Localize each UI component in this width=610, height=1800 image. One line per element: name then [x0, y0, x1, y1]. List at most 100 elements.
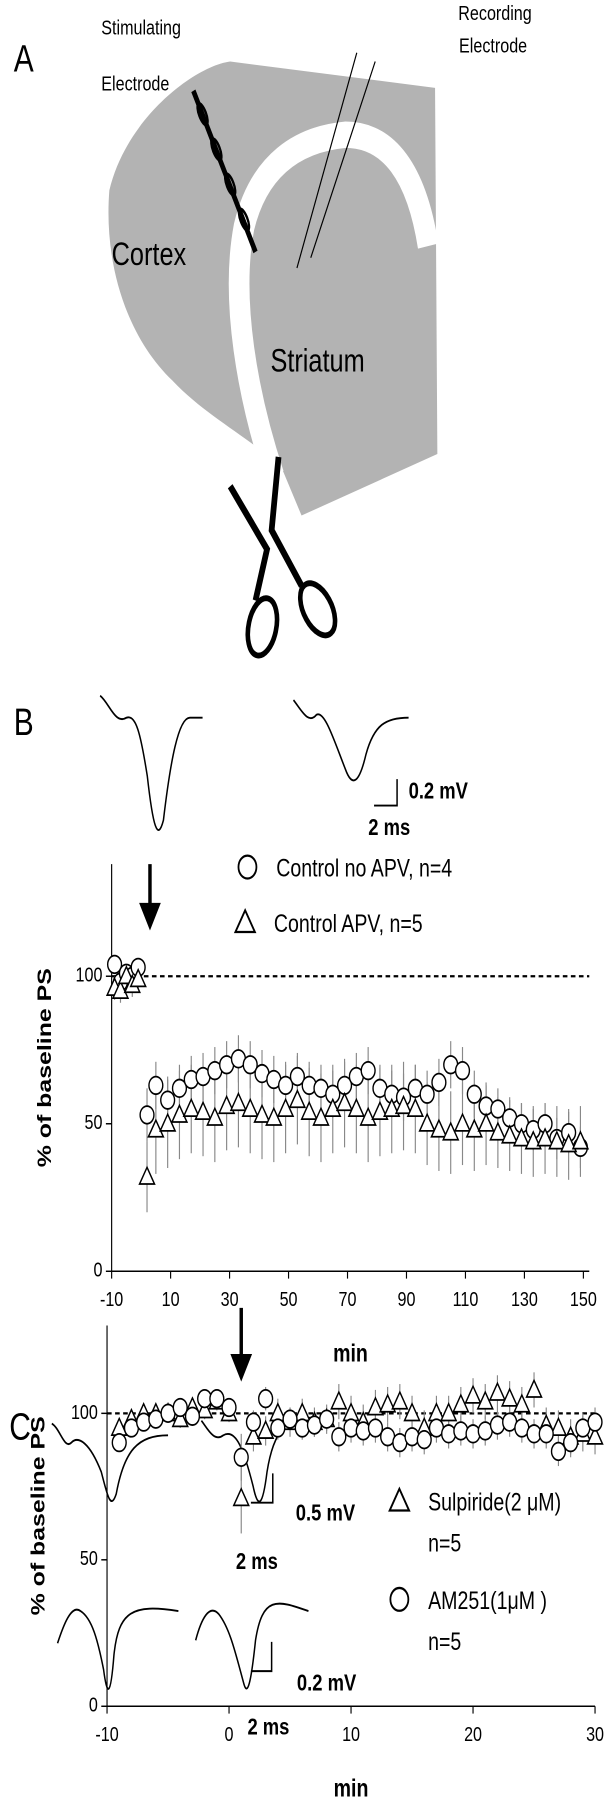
data-point [258, 1389, 274, 1409]
data-point [538, 1424, 554, 1444]
scale-bar-label: 2 ms [368, 815, 410, 841]
stimulating-label: Electrode [101, 71, 169, 94]
x-tick-label: -10 [100, 1287, 123, 1310]
data-point [241, 1097, 259, 1118]
x-tick-label: -10 [95, 1722, 118, 1745]
scissors [227, 456, 338, 659]
arrow [230, 1307, 253, 1382]
data-point [282, 1409, 298, 1429]
data-point [391, 1390, 409, 1410]
data-point [172, 1397, 188, 1418]
data-point [430, 1118, 448, 1138]
scale-bar [250, 1641, 273, 1673]
data-point [586, 1425, 604, 1445]
trace [51, 1422, 169, 1502]
y-tick-label: 100 [71, 1400, 98, 1423]
data-point [182, 1097, 200, 1118]
data-point [324, 1097, 342, 1118]
x-tick-label: 10 [342, 1722, 360, 1745]
data-point [294, 1418, 310, 1438]
data-point [335, 1091, 354, 1112]
data-point [184, 1406, 201, 1426]
stimulating-electrode [191, 89, 258, 254]
x-tick-label: 90 [398, 1287, 416, 1310]
data-point [454, 1060, 471, 1081]
data-point [330, 1390, 348, 1410]
data-point [466, 1084, 482, 1104]
striatum-label: Striatum [270, 344, 364, 380]
recording-label: Recording [458, 1, 531, 24]
data-point [106, 954, 123, 975]
data-point [548, 1130, 566, 1150]
data-point [453, 1112, 472, 1132]
data-point [383, 1097, 401, 1118]
data-point [536, 1127, 554, 1147]
data-point [355, 1421, 371, 1441]
data-point [147, 1118, 165, 1138]
data-point [587, 1412, 603, 1432]
data-point [245, 1412, 262, 1432]
data-point [194, 1100, 212, 1120]
data-point [244, 1425, 263, 1445]
legend-label: AM251(1μM ) [428, 1587, 547, 1615]
x-tick-label: 30 [586, 1722, 604, 1745]
data-point [406, 1097, 424, 1118]
stimulating-label: Stimulating [101, 16, 181, 39]
data-point [512, 1127, 531, 1147]
scale-bar-label: 0.2 mV [297, 1670, 356, 1696]
data-point [278, 1075, 294, 1096]
data-point [206, 1106, 224, 1126]
trace [99, 694, 203, 831]
data-point [453, 1421, 469, 1441]
y-axis-label: % of baseline PS [27, 1416, 49, 1615]
scale-bar-label: 0.5 mV [296, 1501, 355, 1527]
data-point [404, 1427, 420, 1447]
legend-label: Control no APV, n=4 [276, 854, 452, 882]
trace [194, 1602, 309, 1690]
x-axis-label: min [333, 1339, 368, 1367]
data-point [233, 1447, 249, 1467]
data-point [289, 1066, 305, 1087]
scale-bar-label: 0.2 mV [409, 779, 468, 805]
data-point [367, 1418, 384, 1438]
recording-electrode [296, 52, 376, 269]
data-point [160, 1090, 176, 1110]
x-tick-label: 110 [453, 1287, 479, 1310]
legend-note: n=5 [428, 1628, 461, 1656]
data-point [139, 1105, 155, 1125]
data-point [138, 1165, 156, 1185]
data-point [256, 1419, 275, 1439]
data-point [171, 1078, 188, 1099]
data-point [232, 1486, 250, 1507]
legend-marker [389, 1586, 410, 1612]
y-tick-label: 50 [85, 1110, 103, 1133]
scale-bar [374, 779, 398, 807]
data-point [111, 1432, 127, 1453]
y-axis-label: % of baseline PS [34, 968, 56, 1167]
x-tick-label: 130 [511, 1287, 538, 1310]
panel-label: C [9, 1406, 31, 1448]
data-point [525, 1378, 543, 1398]
data-point [563, 1432, 579, 1453]
data-point [550, 1441, 567, 1462]
y-tick-label: 50 [80, 1546, 98, 1569]
data-point [549, 1416, 568, 1437]
data-point [441, 1424, 457, 1444]
data-point [524, 1130, 542, 1150]
data-point [270, 1418, 286, 1438]
data-point [465, 1424, 481, 1444]
brain-slice [108, 61, 438, 516]
data-point [171, 1407, 189, 1428]
x-tick-label: 50 [280, 1287, 298, 1310]
data-point [360, 1060, 376, 1081]
trace [56, 1607, 179, 1690]
data-point [217, 1094, 236, 1115]
data-point [571, 1130, 590, 1150]
data-point [148, 1075, 164, 1096]
data-point [464, 1384, 482, 1404]
data-point [170, 1103, 189, 1123]
data-point [378, 1393, 397, 1413]
data-point [136, 1412, 152, 1432]
